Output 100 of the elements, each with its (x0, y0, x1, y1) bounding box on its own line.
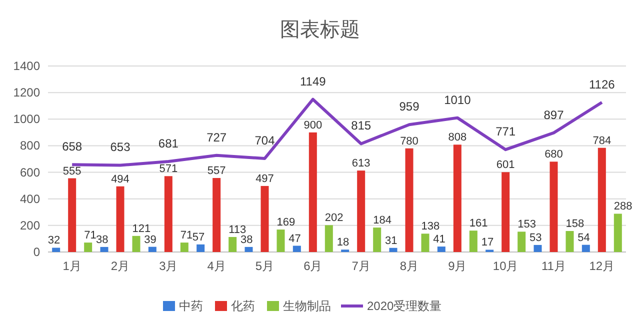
legend-label: 化药 (231, 299, 255, 313)
data-label: 571 (159, 163, 178, 176)
x-tick-label: 6月 (304, 259, 322, 273)
data-label: 704 (254, 133, 276, 148)
bar (308, 132, 317, 252)
bar (421, 234, 430, 252)
data-label: 1010 (444, 92, 472, 107)
data-label: 494 (111, 173, 130, 186)
bar (566, 231, 574, 252)
x-tick-label: 10月 (492, 259, 518, 273)
x-tick-label: 9月 (448, 259, 467, 273)
bar (469, 230, 478, 252)
bar (116, 186, 124, 252)
bar (228, 236, 237, 252)
data-label: 47 (288, 232, 301, 245)
x-tick-label: 7月 (352, 259, 370, 273)
bar (132, 236, 140, 252)
bar (614, 214, 622, 252)
y-tick-label: 1200 (13, 86, 40, 100)
data-label: 153 (518, 218, 536, 231)
legend-label: 中药 (179, 299, 203, 313)
y-tick-label: 800 (20, 138, 40, 153)
data-label: 1149 (300, 74, 326, 88)
y-tick-label: 0 (33, 245, 40, 259)
bar (84, 242, 92, 252)
data-label: 71 (180, 230, 193, 242)
data-label: 54 (578, 232, 590, 244)
bar (389, 248, 398, 252)
data-label: 202 (324, 212, 344, 224)
bar (292, 246, 301, 252)
data-label: 31 (385, 234, 398, 247)
data-label: 780 (400, 135, 418, 148)
data-label: 138 (421, 220, 440, 233)
bar (164, 176, 172, 252)
data-label: 784 (592, 134, 612, 147)
data-label: 121 (132, 222, 151, 235)
bar (260, 186, 269, 252)
data-label: 771 (496, 124, 516, 139)
bar (212, 178, 221, 252)
data-label: 681 (158, 136, 179, 151)
data-label: 1126 (589, 77, 616, 92)
data-label: 680 (544, 148, 563, 161)
data-label: 113 (228, 224, 246, 236)
chart-title: 图表标题 (280, 19, 360, 41)
data-label: 57 (192, 231, 205, 244)
data-label: 808 (448, 132, 467, 144)
data-label: 658 (62, 140, 82, 154)
data-label: 727 (206, 130, 227, 144)
data-label: 613 (352, 158, 370, 170)
x-tick-label: 12月 (589, 259, 615, 273)
data-label: 41 (433, 234, 446, 246)
bar (582, 244, 590, 252)
bar (534, 244, 542, 252)
bar (598, 148, 606, 252)
legend-label: 2020受理数量 (367, 299, 442, 313)
x-tick-label: 1月 (62, 259, 82, 273)
bar (405, 148, 414, 252)
data-label: 555 (62, 165, 82, 178)
x-tick-label: 4月 (207, 259, 226, 273)
data-label: 18 (336, 236, 350, 249)
bar (453, 144, 462, 252)
data-label: 288 (614, 200, 632, 213)
data-label: 557 (207, 165, 226, 177)
data-label: 897 (544, 108, 564, 122)
bar (196, 244, 205, 252)
data-label: 653 (110, 140, 131, 154)
data-label: 39 (144, 234, 156, 246)
bar (180, 242, 188, 252)
bar (100, 246, 108, 252)
y-tick-label: 1000 (13, 112, 40, 126)
y-tick-label: 1400 (13, 59, 40, 73)
bar (148, 246, 156, 252)
data-label: 71 (84, 230, 96, 242)
bar (357, 170, 366, 252)
data-label: 959 (399, 100, 420, 114)
data-label: 184 (373, 214, 392, 227)
data-label: 38 (240, 234, 253, 246)
data-label: 161 (469, 218, 488, 230)
y-tick-label: 200 (20, 218, 40, 232)
data-label: 17 (481, 236, 494, 249)
y-tick-label: 400 (20, 192, 40, 206)
legend-label: 生物制品 (283, 299, 331, 313)
bar (518, 232, 526, 252)
data-label: 53 (530, 232, 542, 244)
x-tick-label: 3月 (159, 259, 178, 273)
bar (502, 172, 510, 252)
x-tick-label: 11月 (542, 259, 566, 273)
bar (68, 178, 76, 252)
data-label: 900 (304, 119, 322, 132)
data-label: 169 (276, 216, 296, 229)
y-tick-label: 600 (20, 165, 40, 180)
bar (550, 162, 558, 252)
data-label: 601 (496, 159, 515, 172)
bar (276, 230, 285, 252)
bar (373, 228, 382, 252)
data-label: 32 (48, 234, 60, 247)
bar (324, 225, 333, 252)
bar (437, 246, 446, 252)
x-tick-label: 2月 (110, 259, 130, 273)
x-tick-label: 8月 (400, 259, 419, 273)
